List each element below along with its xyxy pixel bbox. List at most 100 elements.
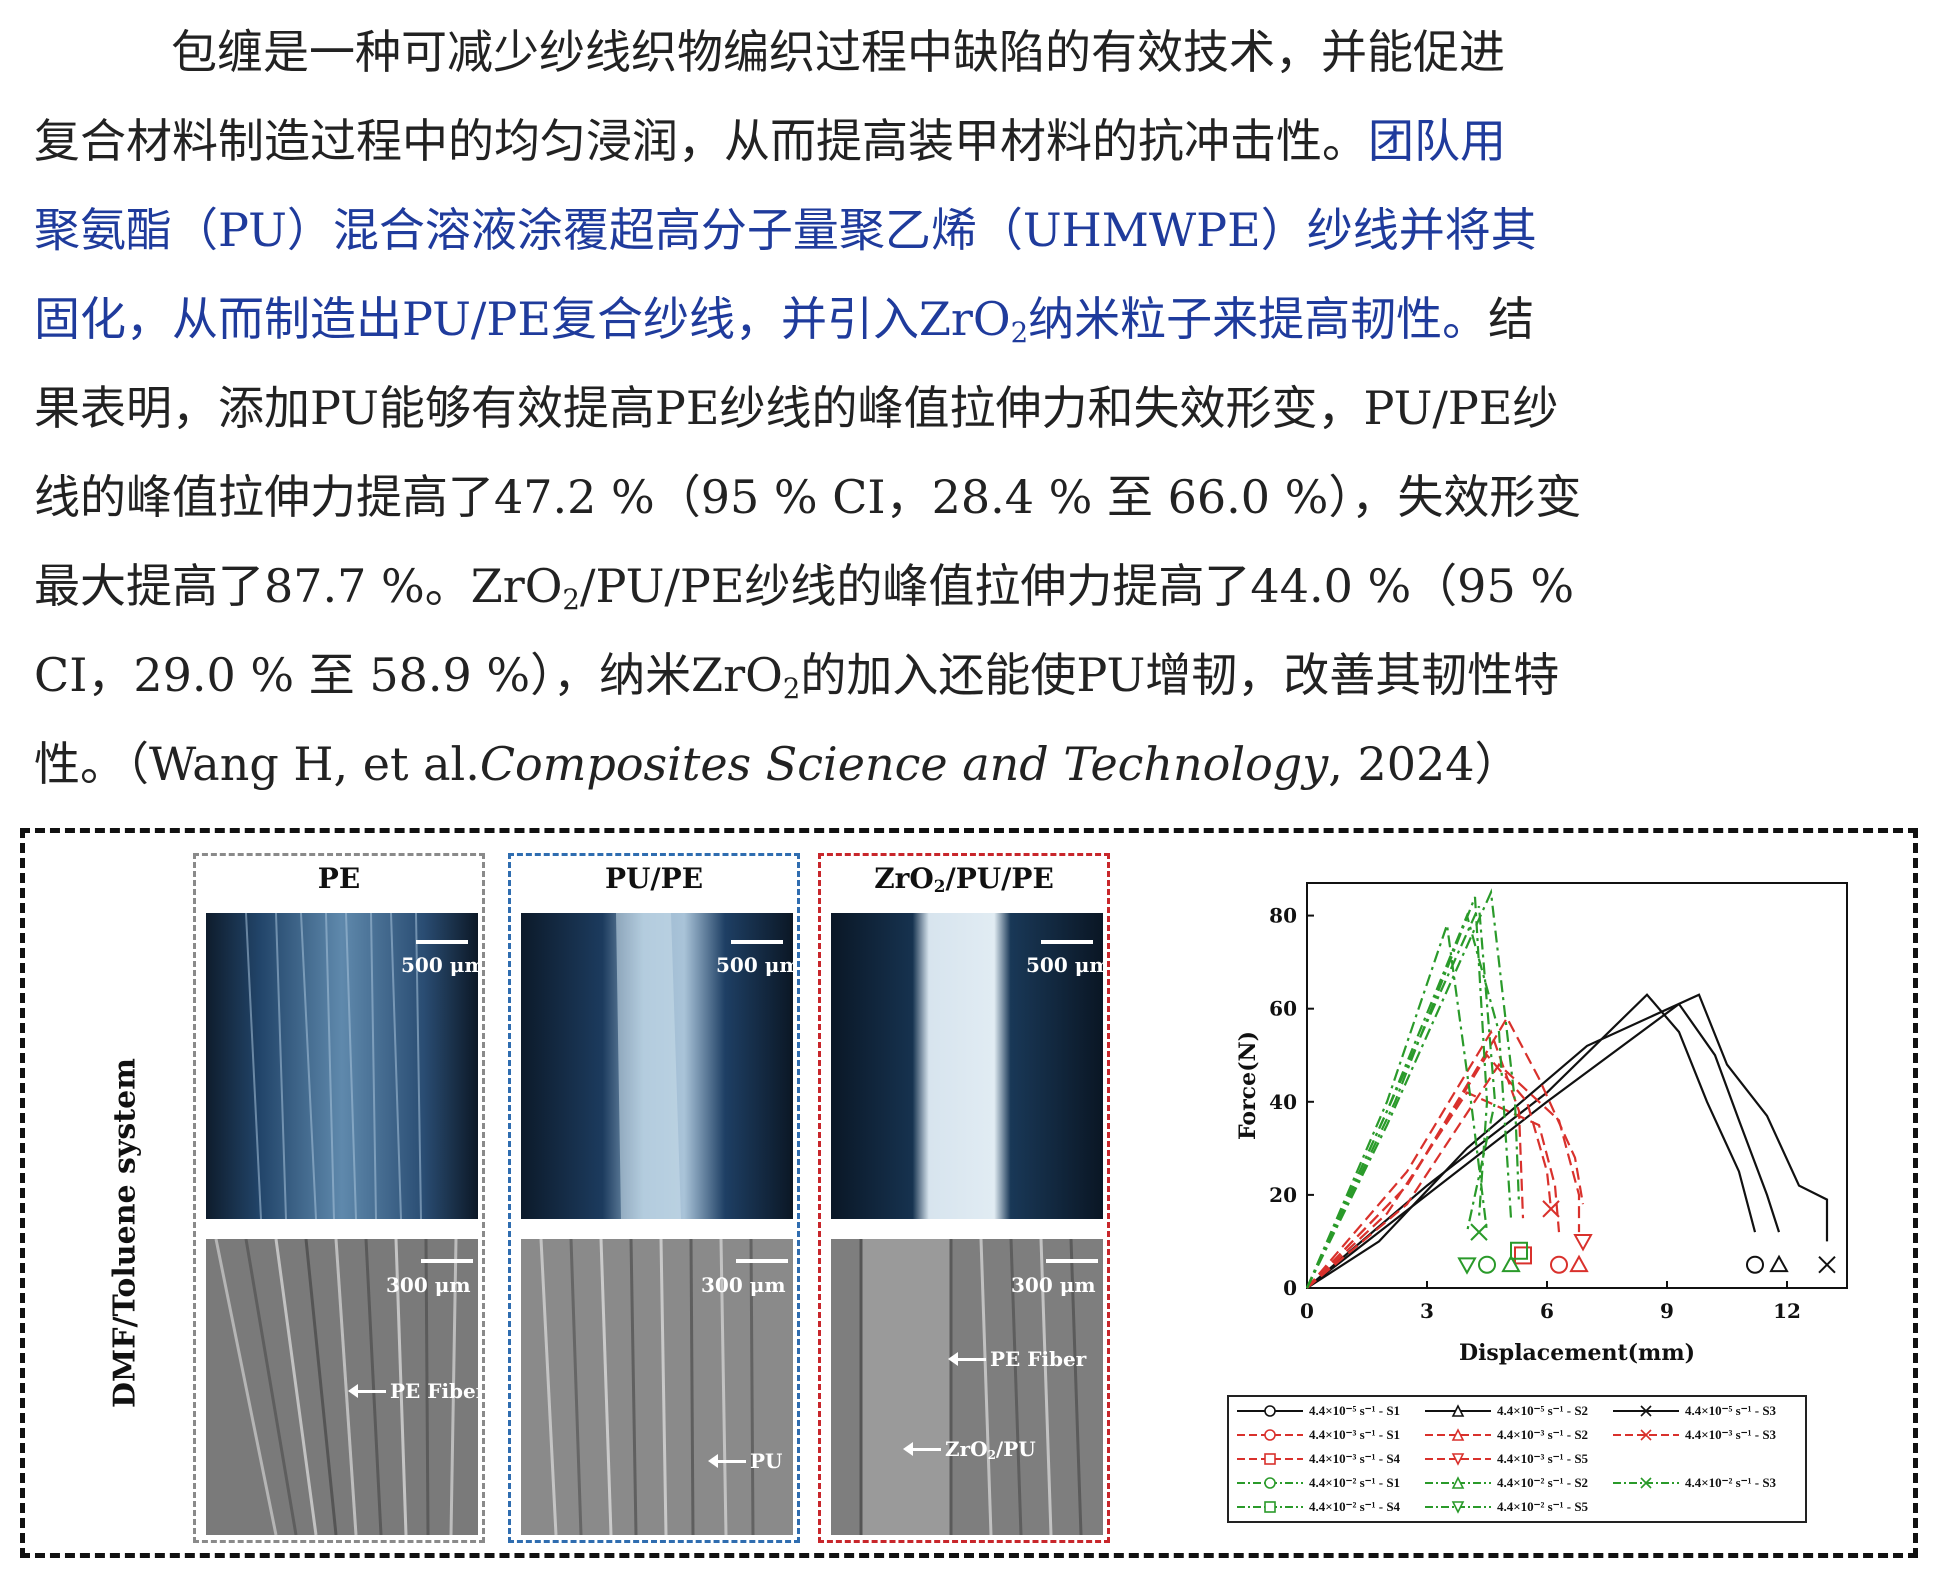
legend-line-icon [1237,1429,1303,1441]
series-line [1306,888,1521,1289]
sem-image: 300 μm PU [521,1239,793,1535]
x-tick-label: 9 [1660,1299,1674,1323]
series-line [1305,905,1497,1289]
legend-entry: 4.4×10⁻⁵ s⁻¹ - S2 [1425,1403,1588,1419]
legend-label: 4.4×10⁻⁵ s⁻¹ - S1 [1309,1403,1401,1418]
legend-label: 4.4×10⁻³ s⁻¹ - S1 [1309,1427,1401,1442]
legend-line-icon [1425,1453,1491,1466]
legend-label: 4.4×10⁻⁵ s⁻¹ - S3 [1685,1403,1777,1418]
side-label: DMF/Toluene system [107,1058,143,1408]
text-run: 包缠是一种可减少纱线织物编织过程中缺陷的有效技术，并能促进 [171,25,1505,79]
sem-micrograph-image [206,1239,478,1535]
series-line [1306,1002,1781,1289]
chart-legend: 4.4×10⁻⁵ s⁻¹ - S1 4.4×10⁻⁵ s⁻¹ - S2 4.4×10… [1227,1395,1807,1523]
scale-bar [736,1259,788,1263]
series-line [1306,1062,1581,1289]
scale-label: 300 μm [701,1273,786,1297]
sem-micrograph-image [831,1239,1103,1535]
sem-image: 300 μm PE Fiber [206,1239,478,1535]
series-end-marker [1501,1254,1521,1273]
legend-label: 4.4×10⁻² s⁻¹ - S3 [1685,1475,1777,1490]
legend-line-icon [1613,1429,1679,1441]
arrow-left-icon [903,1441,941,1456]
text-run: 线的峰值拉伸力提高了47.2 %（95 % CI，28.4 % 至 66.0 %… [34,470,1582,524]
x-axis-label: Displacement(mm) [1459,1340,1695,1366]
scale-label: 300 μm [386,1273,471,1297]
arrow-left-icon [948,1351,986,1366]
legend-entry: 4.4×10⁻² s⁻¹ - S2 [1425,1475,1588,1491]
paragraph-line-8: CI，29.0 % 至 58.9 %），纳米ZrO2的加入还能使PU增韧，改善其… [34,631,1914,720]
series-end-marker [1457,1257,1477,1275]
series-line [1306,1029,1525,1289]
optical-micrograph-image [206,913,478,1219]
legend-label: 4.4×10⁻³ s⁻¹ - S3 [1685,1427,1777,1442]
x-tick-label: 12 [1773,1299,1801,1323]
legend-label: 4.4×10⁻² s⁻¹ - S5 [1497,1499,1589,1514]
series-end-marker [1746,1255,1764,1274]
x-tick-label: 0 [1300,1299,1314,1323]
plot-area [1306,882,1848,1289]
figure-frame: DMF/Toluene system PE [20,828,1918,1558]
scale-label: 500 μm [716,953,793,977]
paragraph-line-1: 包缠是一种可减少纱线织物编织过程中缺陷的有效技术，并能促进 [34,8,1914,97]
scale-bar [416,940,468,944]
y-tick-label: 0 [1283,1276,1297,1300]
text-run: 固化，从而制造出PU/PE复合纱线，并引入ZrO2纳米粒子来提高韧性。结 [34,292,1535,349]
legend-label: 4.4×10⁻⁵ s⁻¹ - S2 [1497,1403,1589,1418]
arrow-left-icon [348,1383,386,1398]
legend-entry: 4.4×10⁻³ s⁻¹ - S5 [1425,1451,1588,1467]
citation: 性。（Wang H, et al. Composites Science and… [34,737,1521,791]
legend-label: 4.4×10⁻³ s⁻¹ - S2 [1497,1427,1589,1442]
legend-entry: 4.4×10⁻³ s⁻¹ - S2 [1425,1427,1588,1443]
legend-line-icon [1237,1405,1303,1417]
panel-pe: PE 500 μm [193,853,485,1543]
legend-line-icon [1237,1501,1303,1513]
legend-entry: 4.4×10⁻³ s⁻¹ - S1 [1237,1427,1400,1443]
x-tick-label: 6 [1540,1299,1554,1323]
legend-label: 4.4×10⁻² s⁻¹ - S2 [1497,1475,1589,1490]
text-run: 果表明，添加PU能够有效提高PE纱线的峰值拉伸力和失效形变，PU/PE纱 [34,381,1559,435]
legend-line-icon [1237,1453,1303,1465]
legend-entry: 4.4×10⁻² s⁻¹ - S1 [1237,1475,1400,1491]
legend-label: 4.4×10⁻² s⁻¹ - S4 [1309,1499,1401,1514]
series-end-marker [1569,1254,1589,1273]
legend-entry: 4.4×10⁻⁵ s⁻¹ - S3 [1613,1403,1776,1419]
y-tick-label: 60 [1269,997,1297,1021]
legend-entry: 4.4×10⁻³ s⁻¹ - S3 [1613,1427,1776,1443]
x-tick-label: 3 [1420,1299,1434,1323]
series-end-marker [1514,1246,1532,1265]
series-line [1306,896,1489,1289]
series-line [1306,993,1829,1289]
scale-label: 500 μm [401,953,478,977]
text-run: 聚氨酯（PU）混合溶液涂覆超高分子量聚乙烯（UHMWPE）纱线并将其 [34,203,1537,257]
scale-label: 500 μm [1026,953,1103,977]
legend-line-icon [1425,1428,1491,1441]
series-end-marker [1769,1254,1789,1273]
text-run: CI，29.0 % 至 58.9 %），纳米ZrO2的加入还能使PU增韧，改善其… [34,648,1560,705]
optical-image: 500 μm [831,913,1103,1219]
legend-entry: 4.4×10⁻³ s⁻¹ - S4 [1237,1451,1400,1467]
legend-line-icon [1425,1476,1491,1489]
text-run: 最大提高了87.7 %。ZrO2/PU/PE纱线的峰值拉伸力提高了44.0 %（… [34,559,1575,616]
text-run: 复合材料制造过程中的均匀浸润，从而提高装甲材料的抗冲击性。团队用 [34,114,1506,168]
optical-image: 500 μm [521,913,793,1219]
paragraph-line-6: 线的峰值拉伸力提高了47.2 %（95 % CI，28.4 % 至 66.0 %… [34,453,1914,542]
paragraph-line-7: 最大提高了87.7 %。ZrO2/PU/PE纱线的峰值拉伸力提高了44.0 %（… [34,542,1914,631]
y-tick-label: 20 [1269,1183,1297,1207]
series-end-marker [1818,1256,1836,1274]
scale-bar [731,940,783,944]
paragraph-line-3: 聚氨酯（PU）混合溶液涂覆超高分子量聚乙烯（UHMWPE）纱线并将其 [34,186,1914,275]
legend-line-icon [1613,1477,1679,1489]
panel-zro2-pu-pe: ZrO2/PU/PE 500 μm [818,853,1110,1543]
scale-bar [1041,940,1093,944]
zro2-pu-label: ZrO2/PU [903,1437,1036,1461]
legend-label: 4.4×10⁻³ s⁻¹ - S4 [1309,1451,1401,1466]
paragraph-line-9: 性。（Wang H, et al. Composites Science and… [34,720,1914,809]
legend-label: 4.4×10⁻³ s⁻¹ - S5 [1497,1451,1589,1466]
panel-title: PE [317,862,361,895]
legend-line-icon [1613,1405,1679,1417]
paragraph-line-5: 果表明，添加PU能够有效提高PE纱线的峰值拉伸力和失效形变，PU/PE纱 [34,364,1914,453]
panel-title: ZrO2/PU/PE [874,862,1054,897]
series-line [1306,1015,1585,1289]
fiber-label: PE Fiber [348,1379,478,1403]
